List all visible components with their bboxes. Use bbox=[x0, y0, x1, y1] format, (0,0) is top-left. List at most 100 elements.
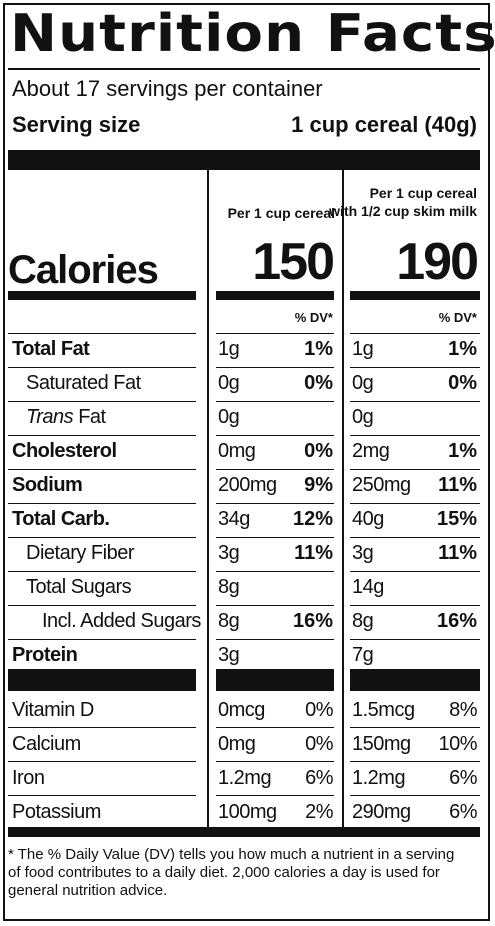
vitamin-line-col1 bbox=[216, 727, 334, 728]
row-line-col1 bbox=[216, 469, 334, 470]
vitamin-line-label bbox=[8, 761, 196, 762]
nutrient-amount-col2: 2mg bbox=[352, 440, 390, 462]
vitamin-amount-col2: 1.5mcg bbox=[352, 699, 415, 721]
vitamin-line-label bbox=[8, 727, 196, 728]
row-line-col2 bbox=[350, 537, 480, 538]
row-line-col2 bbox=[350, 333, 480, 334]
row-line-label bbox=[8, 571, 196, 572]
col2-header-line1: Per 1 cup cereal bbox=[369, 185, 477, 201]
nutrient-dv-col2: 1% bbox=[448, 338, 477, 360]
nutrient-amount-col1: 1g bbox=[218, 338, 240, 360]
vitamin-bar-col1 bbox=[216, 669, 334, 691]
column-divider-2 bbox=[342, 170, 344, 828]
nutrient-amount-col1: 3g bbox=[218, 542, 240, 564]
row-line-col2 bbox=[350, 367, 480, 368]
vitamin-line-col2 bbox=[350, 761, 480, 762]
nutrient-dv-col1: 9% bbox=[304, 474, 333, 496]
calories-col1: 150 bbox=[252, 233, 335, 291]
vitamin-dv-col1: 0% bbox=[305, 733, 333, 755]
calories-rule-label bbox=[8, 291, 196, 300]
nutrient-dv-col2: 15% bbox=[436, 508, 477, 530]
calories-rule-col1 bbox=[216, 291, 334, 300]
vitamin-line-col2 bbox=[350, 727, 480, 728]
nutrient-amount-col2: 8g bbox=[352, 610, 374, 632]
nutrient-name: Cholesterol bbox=[12, 440, 117, 462]
nutrient-amount-col1: 8g bbox=[218, 576, 240, 598]
serving-size-label: Serving size bbox=[12, 112, 141, 137]
row-line-col1 bbox=[216, 605, 334, 606]
vitamin-name: Vitamin D bbox=[12, 699, 94, 721]
calories-label: Calories bbox=[8, 248, 159, 292]
nutrient-name: Protein bbox=[12, 644, 78, 666]
row-line-label bbox=[8, 639, 196, 640]
row-line-col1 bbox=[216, 571, 334, 572]
servings-per-container: About 17 servings per container bbox=[12, 76, 323, 101]
vitamin-name: Calcium bbox=[12, 733, 81, 755]
nutrient-amount-col1: 0g bbox=[218, 406, 240, 428]
nutrient-amount-col1: 200mg bbox=[218, 474, 277, 496]
row-line-label bbox=[8, 401, 196, 402]
row-line-col1 bbox=[216, 333, 334, 334]
row-line-label bbox=[8, 537, 196, 538]
nutrition-label bbox=[3, 3, 490, 921]
nutrient-name: Sodium bbox=[12, 474, 83, 496]
nutrient-dv-col1: 12% bbox=[292, 508, 333, 530]
col2-header-line2: with 1/2 cup skim milk bbox=[329, 203, 477, 219]
row-line-col2 bbox=[350, 605, 480, 606]
row-line-label bbox=[8, 605, 196, 606]
vitamin-line-label bbox=[8, 795, 196, 796]
nutrient-amount-col1: 8g bbox=[218, 610, 240, 632]
row-line-col2 bbox=[350, 469, 480, 470]
vitamin-amount-col2: 150mg bbox=[352, 733, 411, 755]
row-line-col1 bbox=[216, 503, 334, 504]
nutrient-name: Trans Fat bbox=[26, 406, 106, 429]
nutrient-dv-col1: 16% bbox=[292, 610, 333, 632]
thick-rule-bottom bbox=[8, 827, 480, 837]
vitamin-bar-col2 bbox=[350, 669, 480, 691]
nutrient-dv-col2: 0% bbox=[448, 372, 477, 394]
nutrient-amount-col2: 7g bbox=[352, 644, 374, 666]
row-line-col2 bbox=[350, 639, 480, 640]
row-line-col2 bbox=[350, 401, 480, 402]
row-line-col2 bbox=[350, 503, 480, 504]
vitamin-dv-col2: 6% bbox=[449, 801, 477, 823]
row-line-label bbox=[8, 435, 196, 436]
vitamin-amount-col2: 290mg bbox=[352, 801, 411, 823]
nutrient-amount-col2: 0g bbox=[352, 372, 374, 394]
row-line-col1 bbox=[216, 537, 334, 538]
vitamin-bar-label bbox=[8, 669, 196, 691]
row-line-label bbox=[8, 333, 196, 334]
nutrient-name: Incl. Added Sugars bbox=[42, 610, 201, 632]
vitamin-dv-col1: 2% bbox=[305, 801, 333, 823]
row-line-col1 bbox=[216, 367, 334, 368]
nutrient-amount-col1: 3g bbox=[218, 644, 240, 666]
row-line-label bbox=[8, 367, 196, 368]
nutrient-dv-col2: 11% bbox=[438, 474, 477, 496]
vitamin-amount-col1: 0mg bbox=[218, 733, 256, 755]
vitamin-amount-col2: 1.2mg bbox=[352, 767, 406, 789]
calories-col2: 190 bbox=[396, 233, 479, 291]
vitamin-dv-col1: 0% bbox=[305, 699, 333, 721]
vitamin-line-col1 bbox=[216, 795, 334, 796]
nutrient-dv-col1: 1% bbox=[304, 338, 333, 360]
dv-header-col1: % DV* bbox=[294, 310, 333, 325]
vitamin-name: Potassium bbox=[12, 801, 101, 823]
nutrient-dv-col2: 1% bbox=[448, 440, 477, 462]
thick-rule-top bbox=[8, 150, 480, 170]
serving-size-value: 1 cup cereal (40g) bbox=[291, 112, 477, 137]
vitamin-amount-col1: 1.2mg bbox=[218, 767, 272, 789]
nutrient-amount-col2: 250mg bbox=[352, 474, 411, 496]
nutrient-amount-col2: 1g bbox=[352, 338, 374, 360]
nutrient-name-rest: Fat bbox=[73, 406, 106, 428]
nutrient-name: Total Carb. bbox=[12, 508, 110, 530]
nutrient-name: Total Fat bbox=[12, 338, 90, 360]
nutrient-name: Total Sugars bbox=[26, 576, 132, 598]
nutrient-dv-col1: 0% bbox=[304, 372, 333, 394]
row-line-col2 bbox=[350, 435, 480, 436]
vitamin-amount-col1: 0mcg bbox=[218, 699, 265, 721]
vitamin-name: Iron bbox=[12, 767, 45, 789]
nutrient-amount-col2: 0g bbox=[352, 406, 374, 428]
col1-header: Per 1 cup cereal bbox=[227, 205, 335, 221]
row-line-label bbox=[8, 503, 196, 504]
vitamin-line-col2 bbox=[350, 795, 480, 796]
